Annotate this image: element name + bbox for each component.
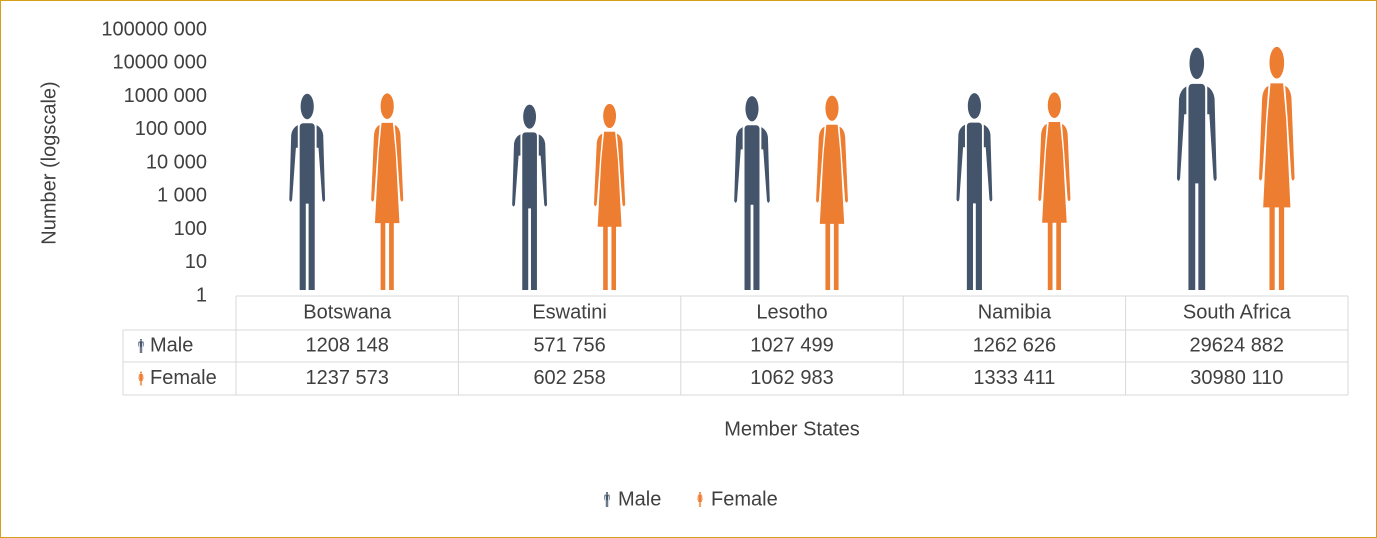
x-axis-label: Member States	[724, 418, 860, 440]
person-bar	[371, 93, 404, 290]
value-label: 1208 148	[305, 334, 388, 356]
value-label: 1062 983	[750, 367, 833, 389]
legend-label: Male	[618, 488, 661, 510]
person-bar	[956, 93, 993, 290]
y-tick-label: 100 000	[135, 118, 207, 140]
legend-icon	[697, 492, 703, 507]
y-tick-label: 10	[185, 251, 207, 273]
table-legend-icon	[138, 371, 144, 386]
y-tick-label: 1000 000	[124, 85, 207, 107]
value-label: 1027 499	[750, 334, 833, 356]
person-bar	[1176, 47, 1217, 291]
y-tick-label: 10000 000	[112, 52, 207, 74]
y-tick-label: 10 000	[146, 151, 207, 173]
y-axis-label: Number (logscale)	[38, 81, 60, 244]
value-label: 1262 626	[973, 334, 1056, 356]
person-bar	[289, 93, 326, 291]
person-bar	[1259, 46, 1295, 290]
value-label: 1237 573	[305, 367, 388, 389]
x-tick-label: Lesotho	[756, 301, 827, 323]
table-row-label: Female	[150, 367, 217, 389]
value-label: 29624 882	[1190, 334, 1285, 356]
person-bar	[512, 104, 548, 290]
x-tick-label: Namibia	[978, 301, 1052, 323]
person-bar	[734, 96, 770, 290]
table-row-label: Male	[150, 334, 193, 356]
value-label: 571 756	[533, 334, 605, 356]
y-tick-label: 100000 000	[101, 18, 207, 40]
y-tick-label: 100	[174, 218, 207, 240]
person-bar	[1038, 92, 1071, 291]
y-tick-label: 1 000	[157, 185, 207, 207]
value-label: 30980 110	[1190, 367, 1283, 389]
x-tick-label: Eswatini	[532, 301, 606, 323]
legend-label: Female	[711, 488, 778, 510]
value-label: 602 258	[533, 367, 605, 389]
y-tick-label: 1	[196, 284, 207, 306]
table-legend-icon	[138, 339, 144, 353]
legend-icon	[604, 492, 610, 507]
x-tick-label: Botswana	[303, 301, 392, 323]
value-label: 1333 411	[973, 367, 1055, 389]
person-bar	[816, 95, 848, 290]
person-bar	[593, 103, 626, 290]
x-tick-label: South Africa	[1183, 301, 1292, 323]
